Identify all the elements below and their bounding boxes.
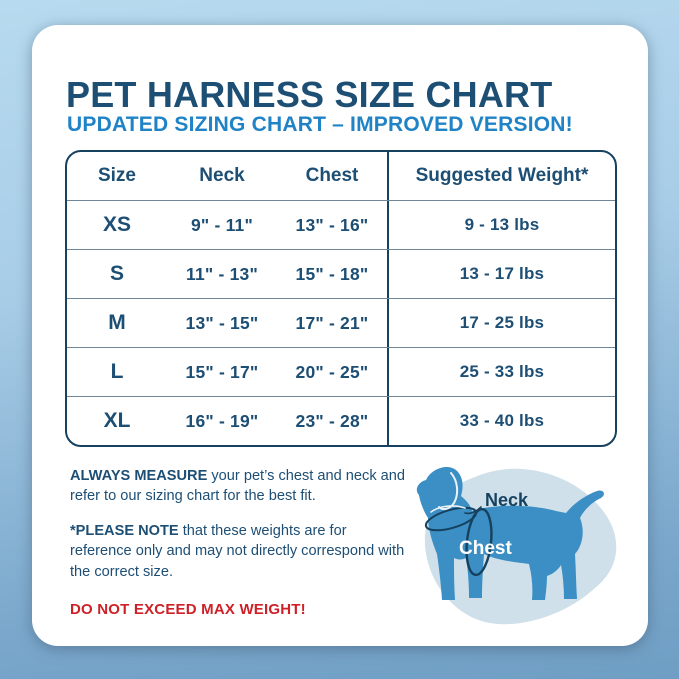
- column-header-size: Size: [97, 165, 137, 186]
- chest-cell: 23" - 28": [295, 410, 369, 431]
- neck-cell: 9" - 11": [191, 214, 253, 235]
- max-weight-warning: DO NOT EXCEED MAX WEIGHT!: [70, 601, 306, 619]
- column-header-chest: Chest: [305, 165, 359, 186]
- dog-silhouette: [416, 466, 604, 600]
- chest-cell: 13" - 16": [295, 214, 369, 235]
- please-note: *PLEASE NOTE that these weights are for …: [70, 521, 412, 582]
- table-row: XL 16" - 19" 23" - 28" 33 - 40 lbs: [67, 396, 615, 445]
- neck-label-pointer: [464, 506, 482, 515]
- neck-cell: 16" - 19": [185, 410, 259, 431]
- footnotes: ALWAYS MEASURE your pet’s chest and neck…: [70, 466, 412, 620]
- column-header-weight: Suggested Weight*: [387, 152, 615, 200]
- weight-cell: 25 - 33 lbs: [387, 348, 615, 396]
- neck-label: Neck: [485, 490, 529, 510]
- chest-cell: 15" - 18": [295, 263, 369, 284]
- weight-cell: 33 - 40 lbs: [387, 397, 615, 445]
- table-row: S 11" - 13" 15" - 18" 13 - 17 lbs: [67, 249, 615, 298]
- chest-measure-loop: [465, 507, 493, 577]
- size-cell: XS: [102, 213, 131, 236]
- neck-cell: 11" - 13": [186, 263, 258, 284]
- dog-ear-outline: [438, 472, 459, 511]
- table-row: L 15" - 17" 20" - 25" 25 - 33 lbs: [67, 347, 615, 396]
- size-chart-table: Size Neck Chest Suggested Weight* XS 9" …: [65, 150, 617, 447]
- chest-cell: 17" - 21": [295, 312, 369, 333]
- weight-cell: 9 - 13 lbs: [387, 201, 615, 249]
- measure-note-bold: ALWAYS MEASURE: [70, 468, 208, 484]
- table-row: M 13" - 15" 17" - 21" 17 - 25 lbs: [67, 298, 615, 347]
- weight-cell: 13 - 17 lbs: [387, 250, 615, 298]
- size-cell: XL: [103, 409, 131, 432]
- dog-measurement-diagram: Neck Chest: [395, 449, 635, 641]
- table-header-row: Size Neck Chest Suggested Weight*: [67, 152, 615, 200]
- measure-note: ALWAYS MEASURE your pet’s chest and neck…: [70, 466, 412, 507]
- column-header-neck: Neck: [199, 165, 245, 186]
- size-cell: L: [110, 360, 124, 383]
- measure-note-text: your pet’s chest and neck and refer to o…: [70, 468, 406, 505]
- neck-cell: 15" - 17": [185, 361, 259, 382]
- page-title: PET HARNESS SIZE CHART: [66, 74, 553, 115]
- neck-cell: 13" - 15": [185, 312, 259, 333]
- weight-cell: 17 - 25 lbs: [387, 299, 615, 347]
- page-subtitle: UPDATED SIZING CHART – IMPROVED VERSION!: [67, 113, 573, 136]
- chest-label: Chest: [459, 538, 512, 559]
- neck-loop-highlight: [430, 505, 466, 513]
- table-row: XS 9" - 11" 13" - 16" 9 - 13 lbs: [67, 200, 615, 249]
- chest-cell: 20" - 25": [295, 361, 369, 382]
- size-cell: M: [108, 311, 126, 334]
- please-note-bold: *PLEASE NOTE: [70, 522, 179, 539]
- please-note-text: that these weights are for reference onl…: [70, 522, 405, 580]
- size-cell: S: [109, 262, 124, 285]
